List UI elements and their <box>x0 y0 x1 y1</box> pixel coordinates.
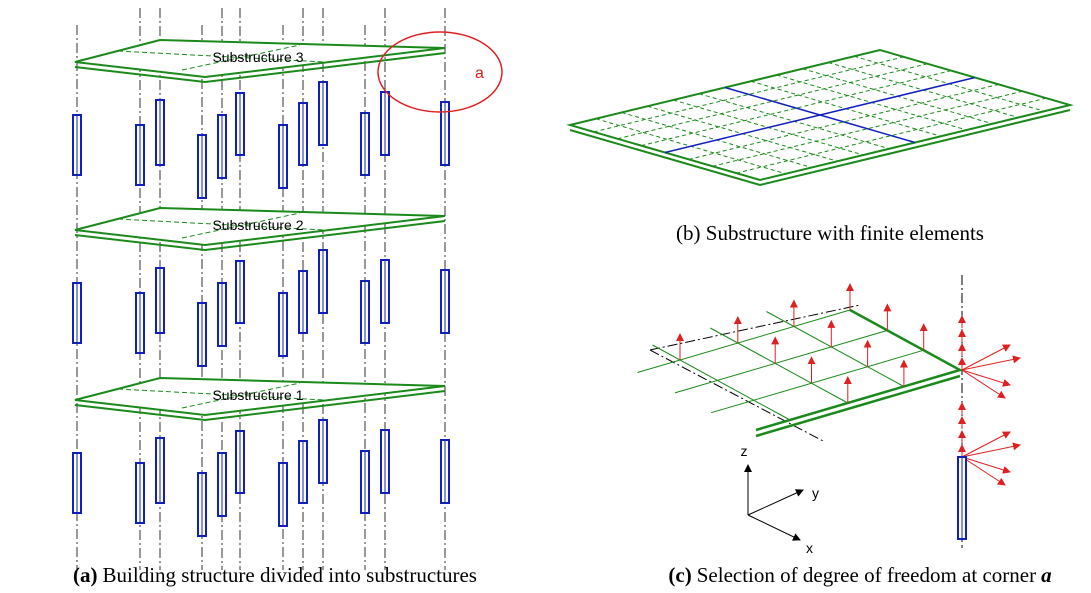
mesh-line <box>711 349 924 414</box>
slab-dash <box>117 218 326 231</box>
slab-dash <box>117 50 326 63</box>
panel-b <box>566 48 1074 187</box>
mesh-line <box>652 344 791 421</box>
caption-a-text: Building structure divided into substruc… <box>103 563 477 587</box>
dof-arrow <box>961 355 1021 371</box>
slab-edge <box>755 374 961 438</box>
panel-a: Substructure 3 Substructure 2 Substructure… <box>72 8 450 570</box>
axis-arrow <box>747 514 801 541</box>
mesh-line <box>674 329 888 394</box>
slab-edge <box>74 52 446 84</box>
caption-a: (a) Building structure divided into subst… <box>73 563 477 587</box>
axis-z: z <box>741 443 748 459</box>
caption-c-corner: a <box>1041 563 1052 587</box>
slab-label: Substructure 2 <box>212 217 303 233</box>
caption-c-label: (c) <box>668 563 691 587</box>
panel-c <box>637 275 1021 548</box>
highlight-ellipse <box>377 31 503 113</box>
axis-x: x <box>806 540 813 556</box>
slab <box>74 376 446 417</box>
slab <box>74 38 446 79</box>
slab <box>74 206 446 247</box>
slab-dash <box>181 44 301 71</box>
slab-edge <box>74 220 446 252</box>
dof-arrow <box>961 442 1021 458</box>
dof-arrow <box>961 369 1006 399</box>
mesh-line <box>710 327 849 404</box>
dof-arrow <box>961 456 1011 474</box>
corner-label: a <box>475 65 484 82</box>
element-boundary <box>664 76 976 154</box>
caption-b: (b) Substructure with finite elements <box>676 221 984 245</box>
slab-dash <box>117 388 326 401</box>
slab-dash <box>181 212 301 239</box>
mesh-line <box>637 309 851 373</box>
slab-edge <box>755 308 964 432</box>
slab-label: Substructure 3 <box>212 49 303 65</box>
dof-arrow <box>961 344 1011 371</box>
caption-a-label: (a) <box>73 563 98 587</box>
slab-edge <box>569 109 1071 187</box>
mesh-line <box>766 311 905 387</box>
axis-line <box>649 349 826 443</box>
slab-dash <box>181 382 301 409</box>
dof-arrow <box>961 431 1011 458</box>
axis-line <box>649 304 861 351</box>
caption-c-text: Selection of degree of freedom at corner <box>697 563 1036 587</box>
caption-c: (c) Selection of degree of freedom at cor… <box>668 563 1051 587</box>
slab-label: Substructure 1 <box>212 387 303 403</box>
axis-y: y <box>812 485 819 501</box>
slab-edge <box>74 390 446 422</box>
dof-arrow <box>961 456 1006 486</box>
dof-arrow <box>961 369 1011 387</box>
axis-arrow <box>747 489 804 516</box>
